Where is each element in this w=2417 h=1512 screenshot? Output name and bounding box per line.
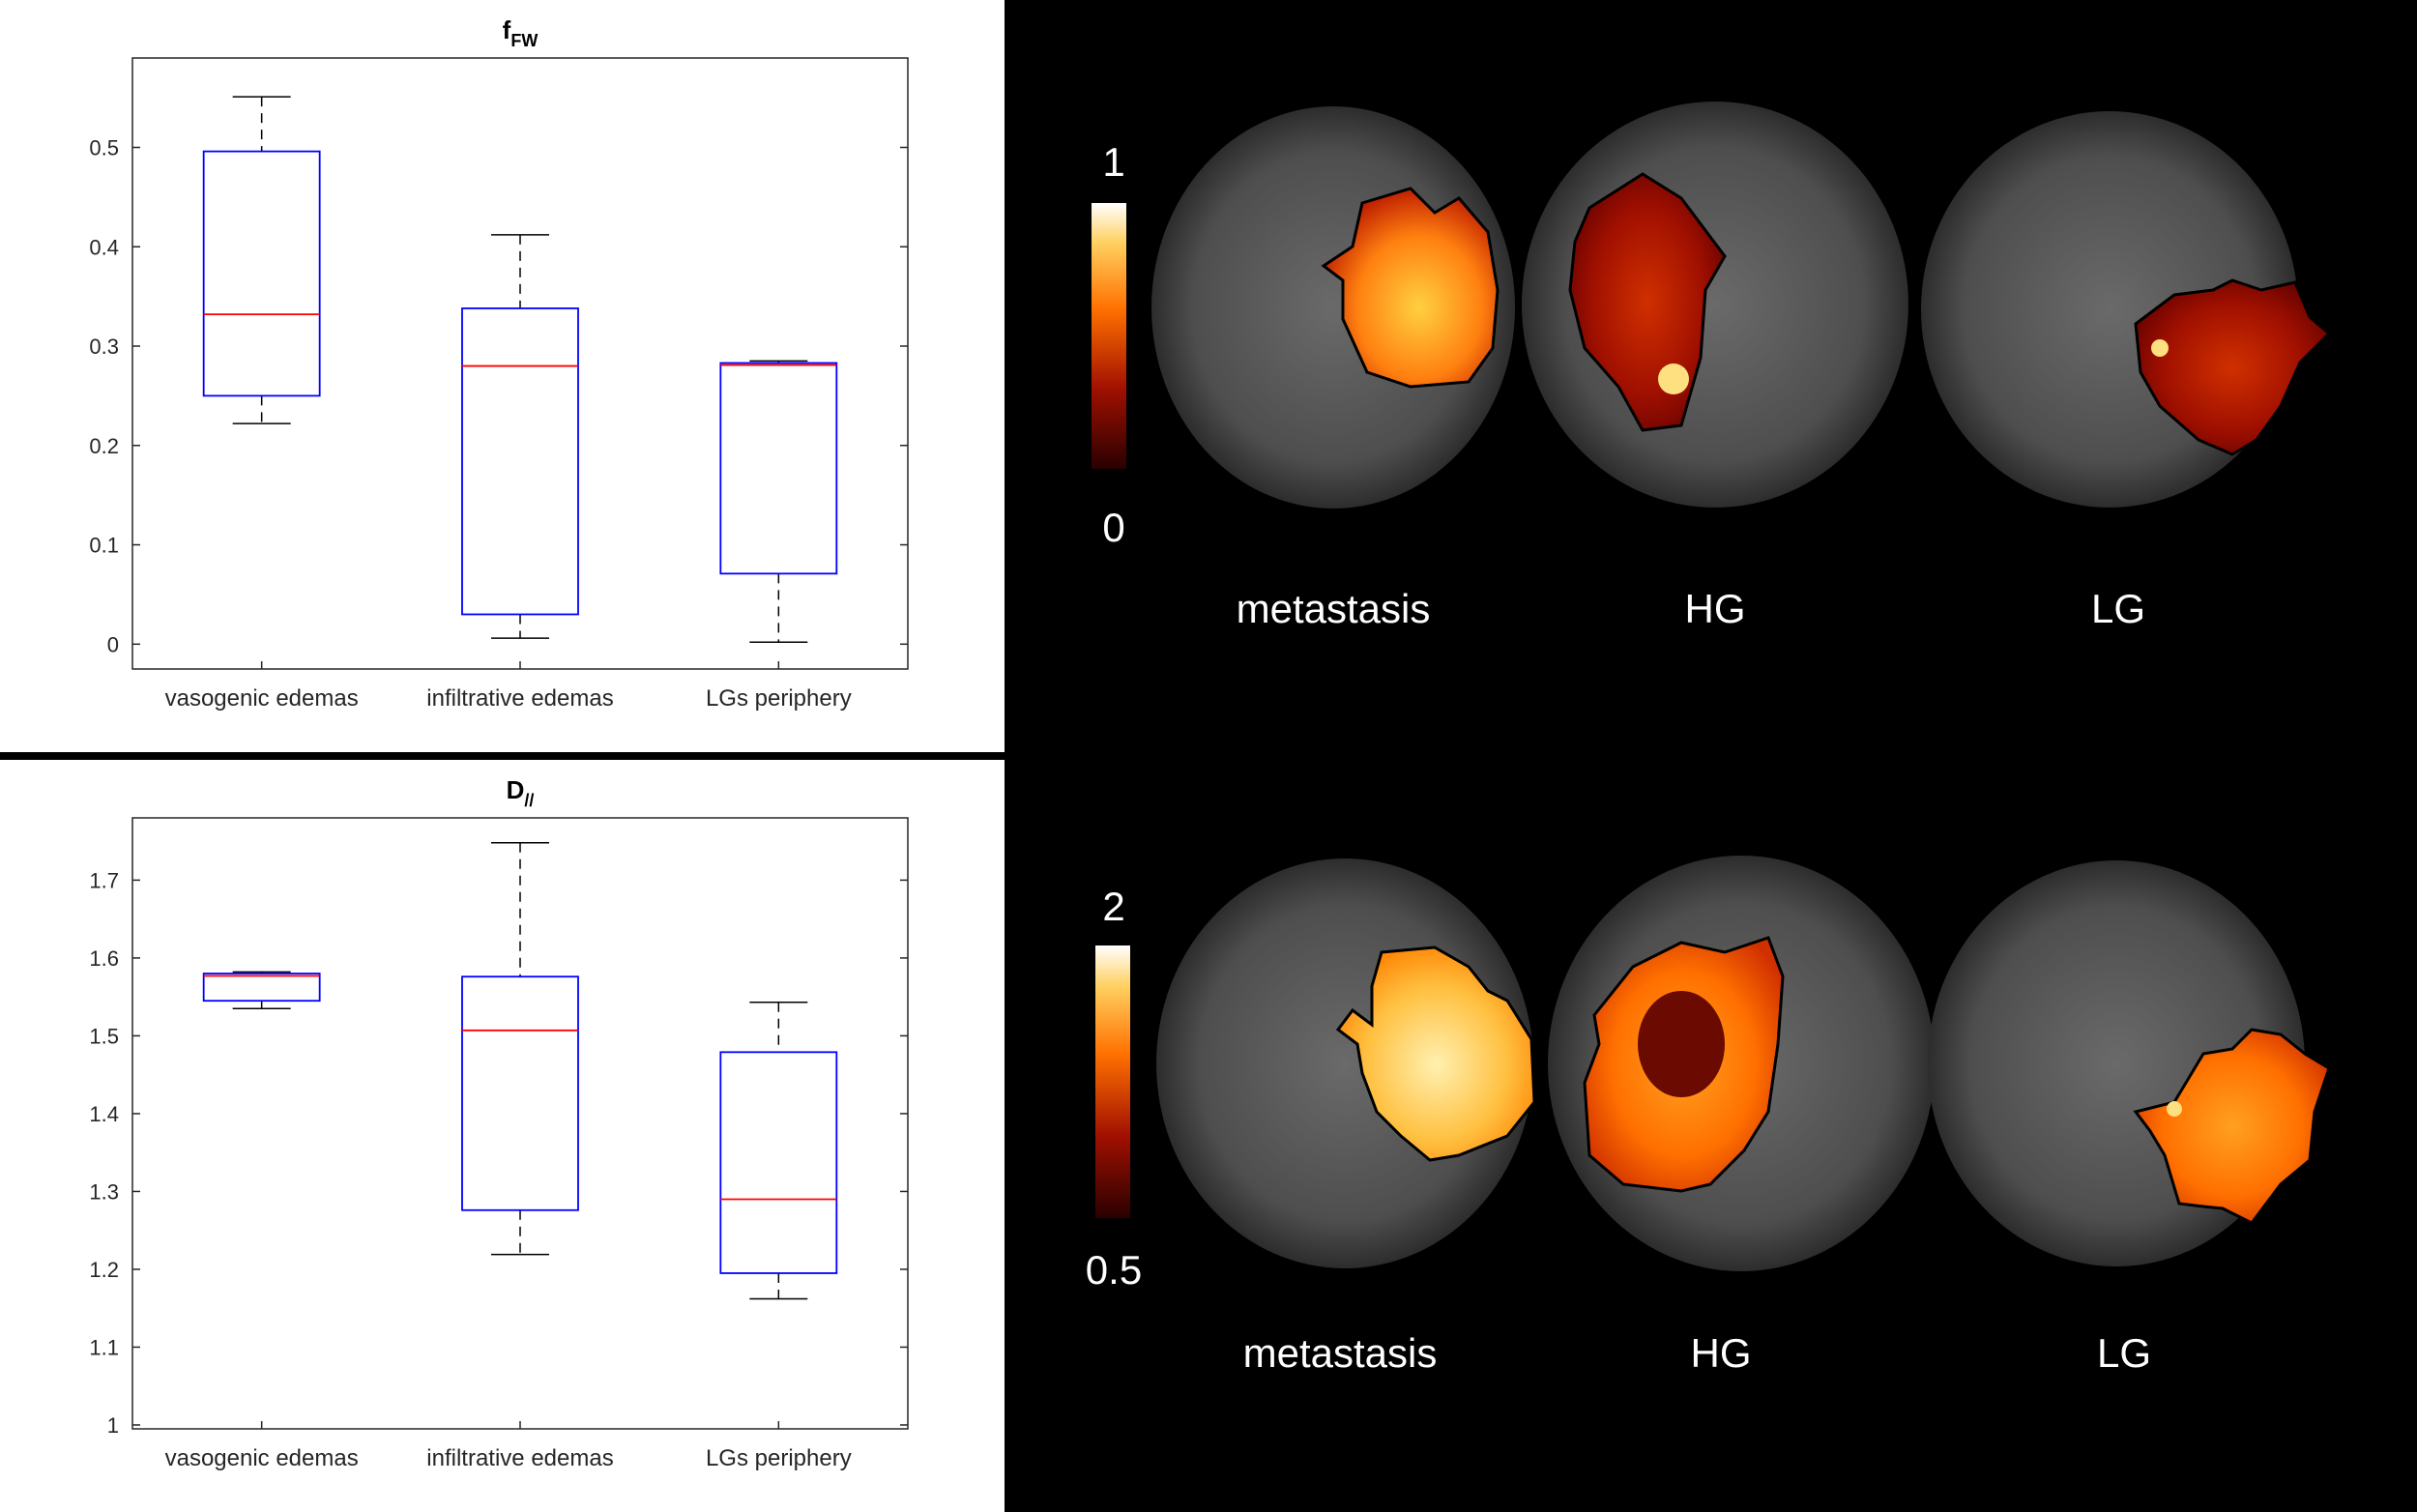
ffw-boxplot: fFW 0 0.1 0.2 0.3 0.4 0.5 vasogenic edemas infil… [89,15,909,712]
y-tick-label: 1.7 [89,868,119,892]
box-0 [202,971,321,1009]
iqr-box [202,973,321,1003]
bottom-metastasis-map [1156,858,1536,1268]
brain-maps-figure: 1 0 metastasis HG LG 2 0.5 metastasis HG… [1086,102,2332,1376]
y-tick-label: 1 [107,1413,119,1438]
y-tick-label: 0.2 [89,434,119,458]
category-label: LGs periphery [706,685,852,712]
category-label: infiltrative edemas [426,685,613,712]
box-2 [719,1002,838,1300]
box-1 [461,842,579,1256]
y-tick-label: 0.1 [89,534,119,558]
top-label-metastasis: metastasis [1237,586,1431,631]
bottom-colorbar-min-label: 0.5 [1086,1247,1142,1293]
y-tick-label: 1.4 [89,1102,119,1126]
bottom-label-lg: LG [2097,1330,2151,1376]
top-metastasis-map [1151,106,1515,509]
y-tick-label: 0.3 [89,334,119,359]
category-label: vasogenic edemas [165,1445,359,1471]
box-1 [461,234,579,639]
plot-frame [131,817,909,1430]
y-tick-label: 0.4 [89,235,119,259]
top-label-lg: LG [2091,586,2145,631]
box-2 [719,360,838,644]
box-0 [202,96,321,424]
bottom-colorbar-max-label: 2 [1102,884,1124,929]
ffw-boxplot-panel: fFW 0 0.1 0.2 0.3 0.4 0.5 vasogenic edemas infil… [0,0,1005,752]
bottom-hg-map [1548,856,1935,1271]
y-tick-label: 1.5 [89,1024,119,1048]
category-label: infiltrative edemas [426,1445,613,1471]
bottom-colorbar [1095,945,1130,1218]
bottom-label-hg: HG [1691,1330,1752,1376]
iqr-box [461,307,579,616]
iqr-box [719,1051,838,1274]
dpar-boxplot-panel: D// 1 1.1 1.2 1.3 1.4 1.5 1.6 1.7 vasogenic edema… [0,760,1005,1512]
iqr-box [461,975,579,1211]
chart-title: fFW [503,15,539,50]
brain-maps-panel: 1 0 metastasis HG LG 2 0.5 metastasis HG… [1005,0,2417,1512]
top-colorbar [1092,203,1126,469]
top-colorbar-min-label: 0 [1102,505,1124,550]
y-tick-label: 1.1 [89,1335,119,1359]
y-tick-label: 0 [107,632,119,656]
y-tick-label: 1.2 [89,1258,119,1282]
top-lg-map [1921,111,2332,508]
bottom-lg-map [1928,860,2331,1266]
dpar-boxplot: D// 1 1.1 1.2 1.3 1.4 1.5 1.6 1.7 vasogenic edema… [89,775,909,1471]
category-label: LGs periphery [706,1445,852,1471]
bottom-label-metastasis: metastasis [1243,1330,1438,1376]
top-label-hg: HG [1685,586,1746,631]
top-hg-map [1522,102,1908,508]
chart-title: D// [507,775,535,810]
iqr-box [719,362,838,575]
top-colorbar-max-label: 1 [1102,139,1124,185]
iqr-box [202,150,321,397]
category-label: vasogenic edemas [165,685,359,712]
y-tick-label: 1.6 [89,946,119,971]
y-tick-label: 0.5 [89,135,119,160]
y-tick-label: 1.3 [89,1179,119,1204]
